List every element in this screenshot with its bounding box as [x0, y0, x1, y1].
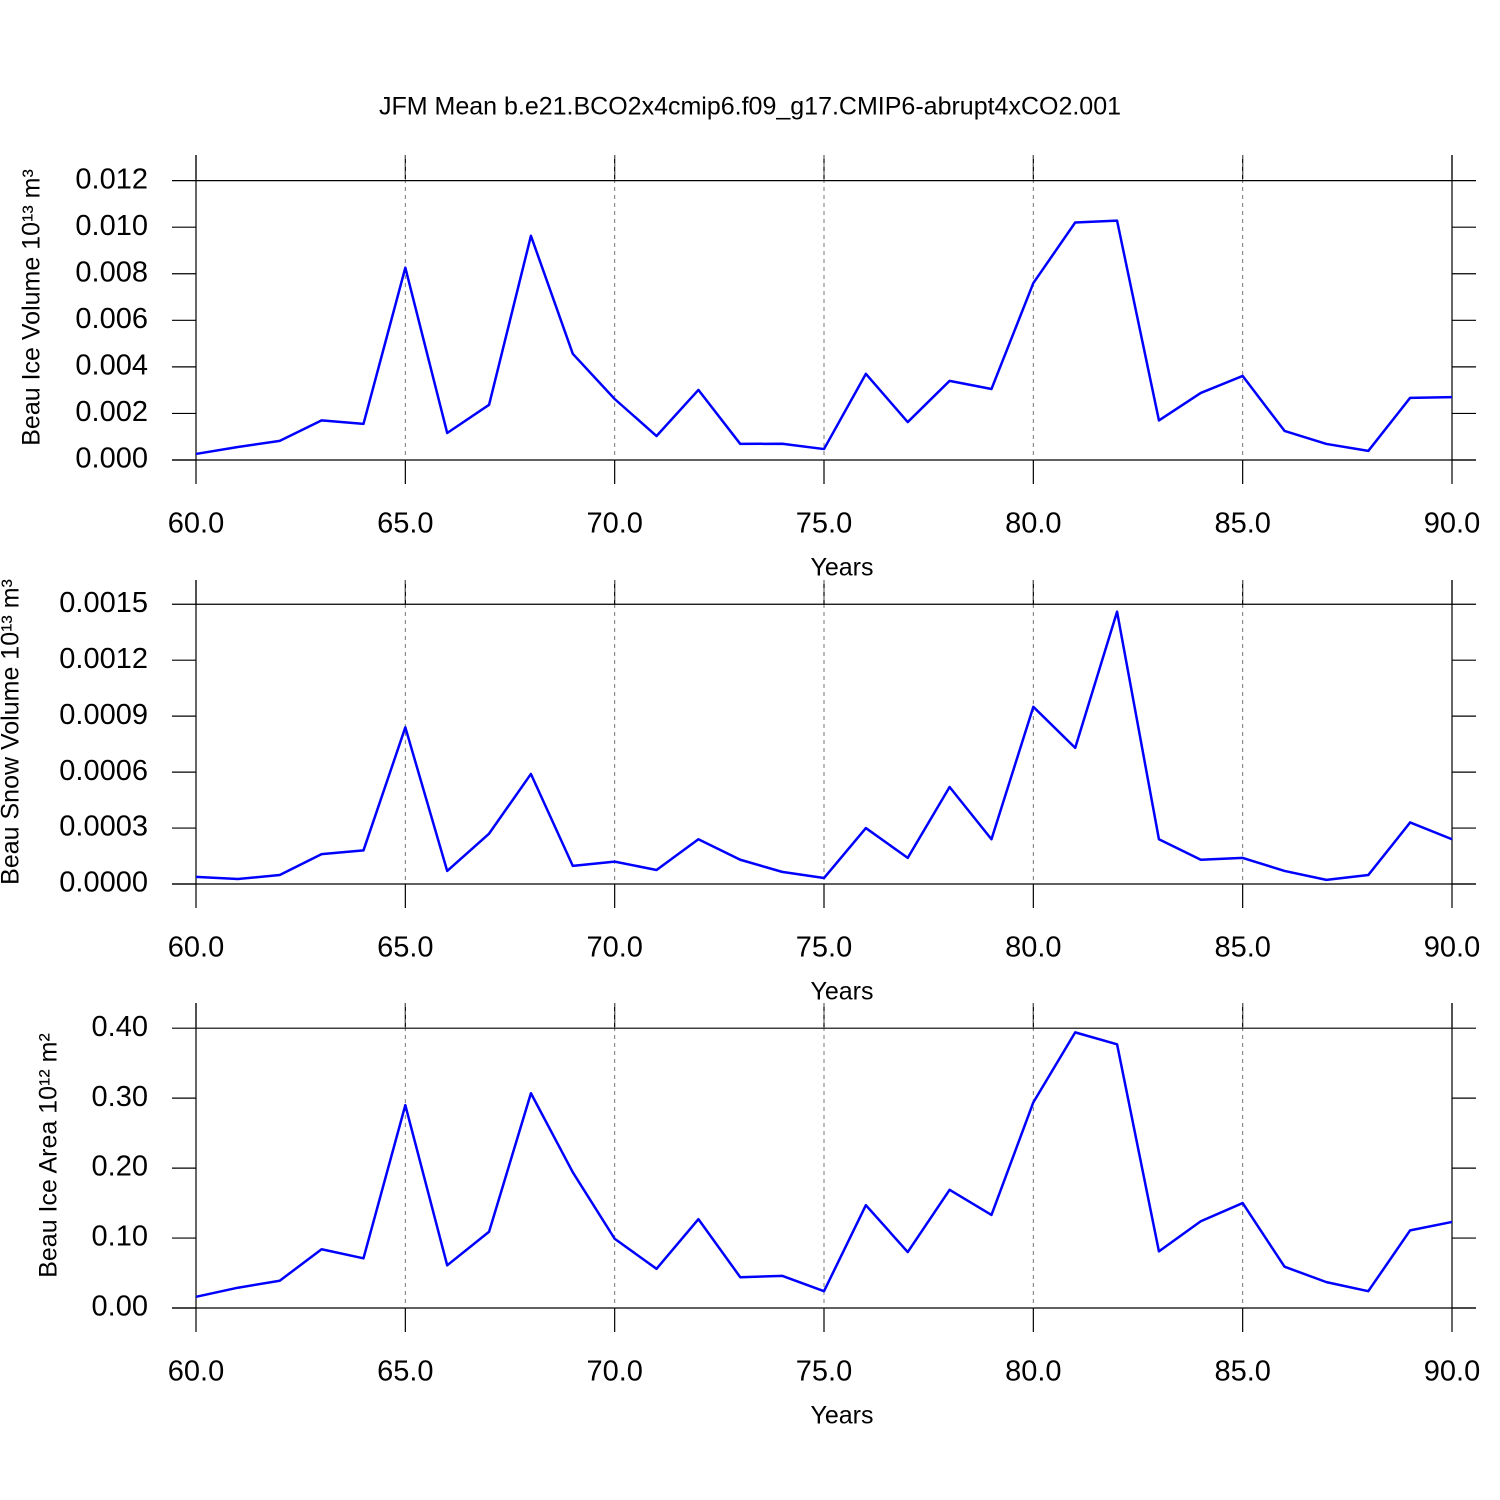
chart-title: JFM Mean b.e21.BCO2x4cmip6.f09_g17.CMIP6…: [379, 93, 1121, 121]
x-tick-label: 85.0: [1214, 508, 1270, 540]
x-tick-label: 70.0: [586, 1356, 642, 1388]
x-tick-label: 60.0: [168, 932, 224, 964]
x-tick-label: 60.0: [168, 1356, 224, 1388]
y-tick-label: 0.0003: [59, 811, 148, 843]
x-tick-label: 85.0: [1214, 932, 1270, 964]
data-line: [195, 610, 1453, 882]
data-line: [195, 219, 1453, 456]
y-tick-label: 0.008: [75, 256, 148, 288]
y-tick-label: 0.0012: [59, 643, 148, 675]
y-tick-label: 0.40: [92, 1011, 148, 1043]
x-tick-label: 65.0: [377, 932, 433, 964]
x-tick-label: 85.0: [1214, 1356, 1270, 1388]
y-tick-label: 0.012: [75, 163, 148, 195]
y-tick-label: 0.000: [75, 443, 148, 475]
x-tick-label: 80.0: [1005, 1356, 1061, 1388]
x-tick-label: 75.0: [796, 932, 852, 964]
x-tick-label: 75.0: [796, 508, 852, 540]
x-axis-label: Years: [810, 1402, 873, 1430]
y-tick-label: 0.0006: [59, 755, 148, 787]
y-axis-label: Beau Ice Volume 10¹³ m³: [18, 169, 46, 446]
x-tick-label: 90.0: [1424, 1356, 1480, 1388]
y-axis-label: Beau Snow Volume 10¹³ m³: [0, 579, 25, 885]
x-tick-label: 65.0: [377, 508, 433, 540]
y-axis-label: Beau Ice Area 10¹² m²: [35, 1033, 63, 1278]
y-tick-label: 0.002: [75, 396, 148, 428]
data-line: [195, 1031, 1453, 1299]
x-tick-label: 90.0: [1424, 508, 1480, 540]
y-tick-label: 0.006: [75, 303, 148, 335]
y-tick-label: 0.004: [75, 350, 148, 382]
x-tick-label: 60.0: [168, 508, 224, 540]
x-tick-label: 80.0: [1005, 508, 1061, 540]
y-tick-label: 0.010: [75, 210, 148, 242]
y-tick-label: 0.0009: [59, 699, 148, 731]
y-tick-label: 0.0015: [59, 587, 148, 619]
x-tick-label: 70.0: [586, 932, 642, 964]
y-tick-label: 0.10: [92, 1221, 148, 1253]
y-tick-label: 0.0000: [59, 867, 148, 899]
x-tick-label: 80.0: [1005, 932, 1061, 964]
x-tick-label: 65.0: [377, 1356, 433, 1388]
x-tick-label: 70.0: [586, 508, 642, 540]
y-tick-label: 0.20: [92, 1151, 148, 1183]
x-axis-label: Years: [810, 978, 873, 1006]
y-tick-label: 0.00: [92, 1291, 148, 1323]
x-tick-label: 75.0: [796, 1356, 852, 1388]
y-tick-label: 0.30: [92, 1081, 148, 1113]
x-axis-label: Years: [810, 554, 873, 582]
x-tick-label: 90.0: [1424, 932, 1480, 964]
